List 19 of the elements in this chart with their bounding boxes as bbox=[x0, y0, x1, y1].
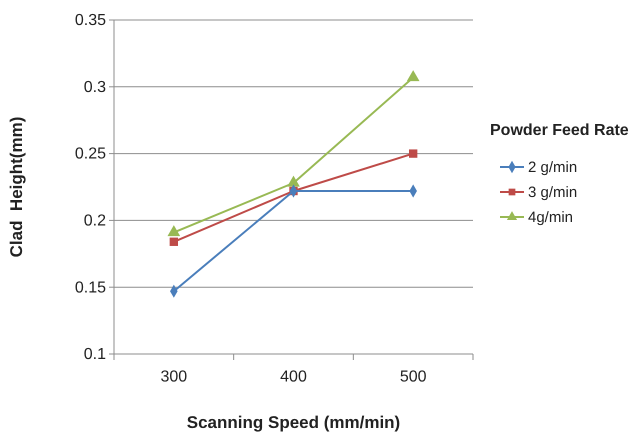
legend-label: 3 g/min bbox=[528, 184, 578, 201]
point bbox=[406, 70, 420, 82]
point bbox=[170, 238, 178, 246]
point bbox=[408, 149, 418, 158]
y-tick-label: 0.25 bbox=[74, 146, 106, 163]
y-tick-label: 0.15 bbox=[74, 279, 106, 296]
y-tick-label: 0.35 bbox=[74, 12, 106, 30]
x-axis-title: Scanning Speed (mm/min) bbox=[186, 413, 400, 432]
y-tick-label: 0.1 bbox=[84, 346, 106, 364]
x-tick-label: 300 bbox=[160, 368, 188, 386]
legend-label: 2 g/min bbox=[528, 159, 578, 176]
point bbox=[287, 176, 300, 187]
x-tick-label: 500 bbox=[400, 368, 427, 386]
legend-label: 4g/min bbox=[528, 209, 574, 226]
y-tick-label: 0.2 bbox=[84, 212, 106, 230]
x-tick-label: 400 bbox=[280, 368, 307, 386]
y-axis-title: Clad Height(mm) bbox=[7, 116, 26, 258]
y-tick-label: 0.3 bbox=[84, 78, 106, 96]
legend-title: Powder Feed Rate bbox=[490, 122, 629, 139]
